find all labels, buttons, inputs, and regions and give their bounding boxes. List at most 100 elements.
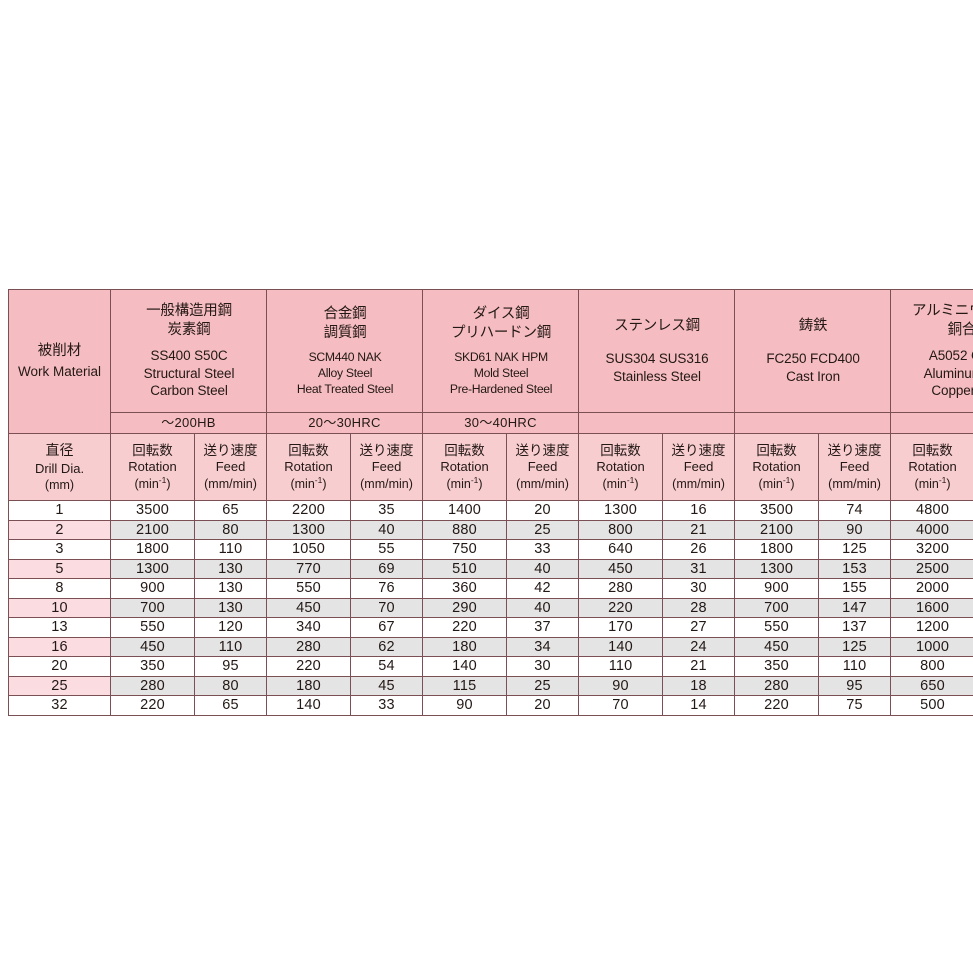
cell-drill-dia: 1 (8, 500, 111, 521)
feed-label-jp: 送り速度 (203, 442, 258, 458)
rotation-unit: (min-1) (602, 475, 639, 492)
cell-rotation: 700 (734, 597, 820, 618)
table-row: 31800110105055750336402618001253200230 (8, 539, 973, 560)
cell-feed: 95 (818, 675, 892, 696)
rotation-unit: (min-1) (914, 475, 951, 492)
rotation-unit: (min-1) (758, 475, 795, 492)
spacer (276, 343, 414, 350)
drill-dia-unit: (mm) (44, 477, 75, 492)
feed-unit: (mm/min) (828, 477, 881, 492)
cell-rotation: 220 (110, 695, 195, 716)
cell-rotation: 1300 (578, 500, 664, 521)
rotation-label-jp: 回転数 (912, 442, 953, 458)
feed-label-en: Feed (527, 459, 558, 475)
cell-feed: 137 (818, 617, 892, 638)
material-group-mold-steel: ダイス鋼 プリハードン鋼 SKD61 NAK HPM Mold Steel Pr… (422, 289, 580, 413)
cell-feed: 16 (662, 500, 736, 521)
rotation-label-en: Rotation (128, 459, 177, 475)
cell-rotation: 90 (578, 675, 664, 696)
cell-feed: 110 (193, 636, 268, 657)
table-row: 107001304507029040220287001471600350 (8, 597, 973, 618)
cell-rotation: 350 (110, 656, 195, 677)
feed-header-alloy-steel: 送り速度 Feed (mm/min) (350, 433, 424, 501)
cell-rotation: 1800 (110, 539, 195, 560)
cell-feed: 76 (350, 578, 424, 599)
cell-feed: 33 (506, 539, 580, 560)
cell-rotation: 220 (422, 617, 508, 638)
cell-drill-dia: 2 (8, 519, 111, 540)
cell-feed: 80 (193, 675, 268, 696)
table-row: 3222065140339020701422075500170 (8, 695, 973, 716)
cell-rotation: 280 (110, 675, 195, 696)
drill-dia-label-jp: 直径 (45, 441, 74, 458)
cell-rotation: 1800 (734, 539, 820, 560)
rotation-header-stainless-steel: 回転数 Rotation (min-1) (578, 433, 664, 501)
cell-feed: 95 (193, 656, 268, 677)
material-jp-line1: 鋳鉄 (798, 317, 828, 334)
cell-feed: 147 (818, 597, 892, 618)
cell-rotation: 640 (578, 539, 664, 560)
rotation-label-en: Rotation (752, 459, 801, 475)
cell-rotation: 1200 (890, 617, 973, 638)
cell-feed: 18 (662, 675, 736, 696)
cell-rotation: 770 (266, 558, 352, 579)
material-en-line3: Heat Treated Steel (296, 381, 394, 396)
cell-drill-dia: 5 (8, 558, 111, 579)
cell-feed: 130 (193, 597, 268, 618)
cell-feed: 125 (818, 539, 892, 560)
work-material-label-en: Work Material (17, 363, 102, 379)
material-jp-line1: ステンレス鋼 (614, 317, 700, 334)
cell-rotation: 1050 (266, 539, 352, 560)
cell-feed: 21 (662, 519, 736, 540)
material-jp-line2: 調質鋼 (323, 324, 367, 341)
material-group-aluminum-copper-alloy: アルミニウム合金 銅合金 A5052 C1100 Aluminum Alloy … (890, 289, 973, 413)
feed-unit: (mm/min) (516, 477, 569, 492)
cell-feed: 30 (506, 656, 580, 677)
cell-rotation: 115 (422, 675, 508, 696)
cell-rotation: 280 (266, 636, 352, 657)
cell-rotation: 140 (266, 695, 352, 716)
rotation-label-en: Rotation (440, 459, 489, 475)
feed-header-cast-iron: 送り速度 Feed (mm/min) (818, 433, 892, 501)
rotation-label-en: Rotation (596, 459, 645, 475)
feed-label-en: Feed (839, 459, 870, 475)
cell-drill-dia: 25 (8, 675, 111, 696)
rotation-label-en: Rotation (284, 459, 333, 475)
material-jp-line1: 合金鋼 (323, 305, 367, 322)
material-en-line2: Stainless Steel (613, 368, 701, 384)
feed-label-jp: 送り速度 (515, 442, 570, 458)
cell-rotation: 2100 (110, 519, 195, 540)
cell-feed: 75 (818, 695, 892, 716)
cutting-conditions-table-container: 被削材 Work Material 一般構造用鋼 炭素鋼 SS400 S50C … (8, 289, 973, 716)
cell-rotation: 450 (266, 597, 352, 618)
work-material-label-jp: 被削材 (37, 343, 82, 360)
cell-rotation: 750 (422, 539, 508, 560)
feed-label-en: Feed (215, 459, 246, 475)
cell-feed: 20 (506, 500, 580, 521)
cell-drill-dia: 32 (8, 695, 111, 716)
cell-rotation: 360 (422, 578, 508, 599)
cutting-conditions-table: 被削材 Work Material 一般構造用鋼 炭素鋼 SS400 S50C … (8, 289, 973, 716)
cell-rotation: 220 (734, 695, 820, 716)
feed-label-en: Feed (371, 459, 402, 475)
cell-feed: 25 (506, 675, 580, 696)
cell-rotation: 220 (578, 597, 664, 618)
cell-feed: 25 (506, 519, 580, 540)
cell-rotation: 1300 (266, 519, 352, 540)
cell-rotation: 880 (422, 519, 508, 540)
cell-feed: 54 (350, 656, 424, 677)
rotation-label-jp: 回転数 (756, 442, 797, 458)
cell-rotation: 4000 (890, 519, 973, 540)
hardness-alloy-steel: 20～30HRC (266, 412, 424, 434)
cell-feed: 28 (662, 597, 736, 618)
cell-rotation: 650 (890, 675, 973, 696)
cell-feed: 24 (662, 636, 736, 657)
material-en-line2: Aluminum Alloy (923, 365, 973, 381)
cell-feed: 35 (350, 500, 424, 521)
material-jp-line1: ダイス鋼 (472, 305, 530, 322)
cell-rotation: 800 (578, 519, 664, 540)
hardness-row: ～200HB 20～30HRC 30～40HRC (9, 412, 973, 434)
material-en-line3: Copper Alloy (931, 383, 973, 399)
cell-feed: 70 (350, 597, 424, 618)
cell-feed: 130 (193, 558, 268, 579)
